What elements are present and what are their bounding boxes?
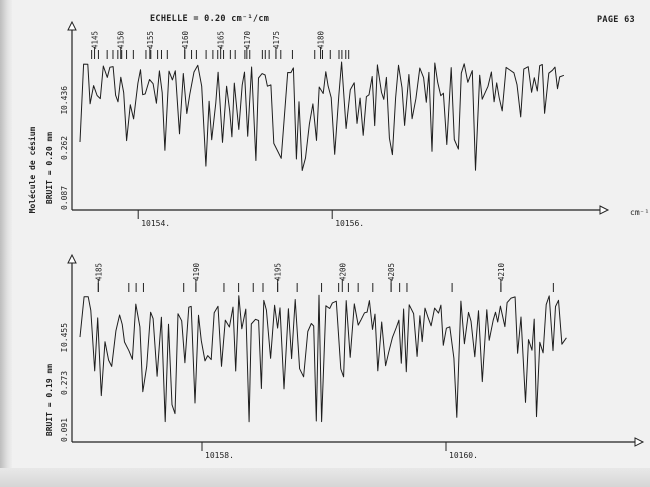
scale-mark-label: I bbox=[60, 347, 69, 352]
y-axis-arrow-icon bbox=[67, 253, 77, 264]
y-axis-arrow-icon bbox=[67, 20, 77, 31]
scale-label: ECHELLE = 0.20 cm⁻¹/cm bbox=[150, 14, 270, 24]
page-bottom-edge bbox=[0, 468, 650, 487]
line-number-label: 4185 bbox=[94, 263, 103, 281]
y-tick-label: 0.262 bbox=[60, 136, 69, 160]
line-number-label: 4160 bbox=[181, 30, 190, 49]
scale-mark-label: I bbox=[60, 109, 69, 114]
line-number-label: 4190 bbox=[192, 262, 201, 281]
x-unit-label: cm⁻¹ bbox=[630, 208, 649, 217]
noise-label: BRUIT = 0.19 mm bbox=[45, 364, 54, 436]
line-number-label: 4210 bbox=[497, 262, 506, 281]
line-number-label: 4155 bbox=[146, 31, 155, 49]
x-tick-label: 10160. bbox=[449, 451, 478, 460]
x-tick-label: 10158. bbox=[205, 451, 234, 460]
spectrum-trace bbox=[79, 61, 565, 171]
line-number-label: 4150 bbox=[117, 30, 126, 49]
page-number: PAGE 63 bbox=[597, 15, 635, 25]
page-shadow-edge bbox=[0, 0, 12, 487]
line-number-label: 4180 bbox=[317, 30, 326, 49]
x-axis-arrow-icon bbox=[599, 205, 610, 215]
x-tick-label: 10154. bbox=[141, 219, 170, 228]
line-number-label: 4205 bbox=[387, 263, 396, 281]
line-number-label: 4145 bbox=[91, 31, 100, 49]
y-tick-label: 0.091 bbox=[60, 418, 69, 442]
spectrum-trace bbox=[79, 294, 567, 423]
line-number-label: 4170 bbox=[243, 30, 252, 49]
y-tick-label: 0.087 bbox=[60, 186, 69, 210]
noise-label: BRUIT = 0.20 mm bbox=[45, 132, 54, 204]
y-tick-label: 0.273 bbox=[60, 371, 69, 395]
line-number-label: 4175 bbox=[272, 31, 281, 49]
line-number-label: 4200 bbox=[338, 262, 347, 281]
x-tick-label: 10156. bbox=[335, 219, 364, 228]
line-number-label: 4165 bbox=[217, 31, 226, 49]
molecule-label: Molécule de césium bbox=[27, 126, 37, 213]
x-axis-arrow-icon bbox=[634, 437, 645, 447]
line-number-label: 4195 bbox=[274, 263, 283, 281]
y-tick-label: 0.436 bbox=[60, 86, 69, 110]
y-tick-label: 0.455 bbox=[60, 323, 69, 347]
